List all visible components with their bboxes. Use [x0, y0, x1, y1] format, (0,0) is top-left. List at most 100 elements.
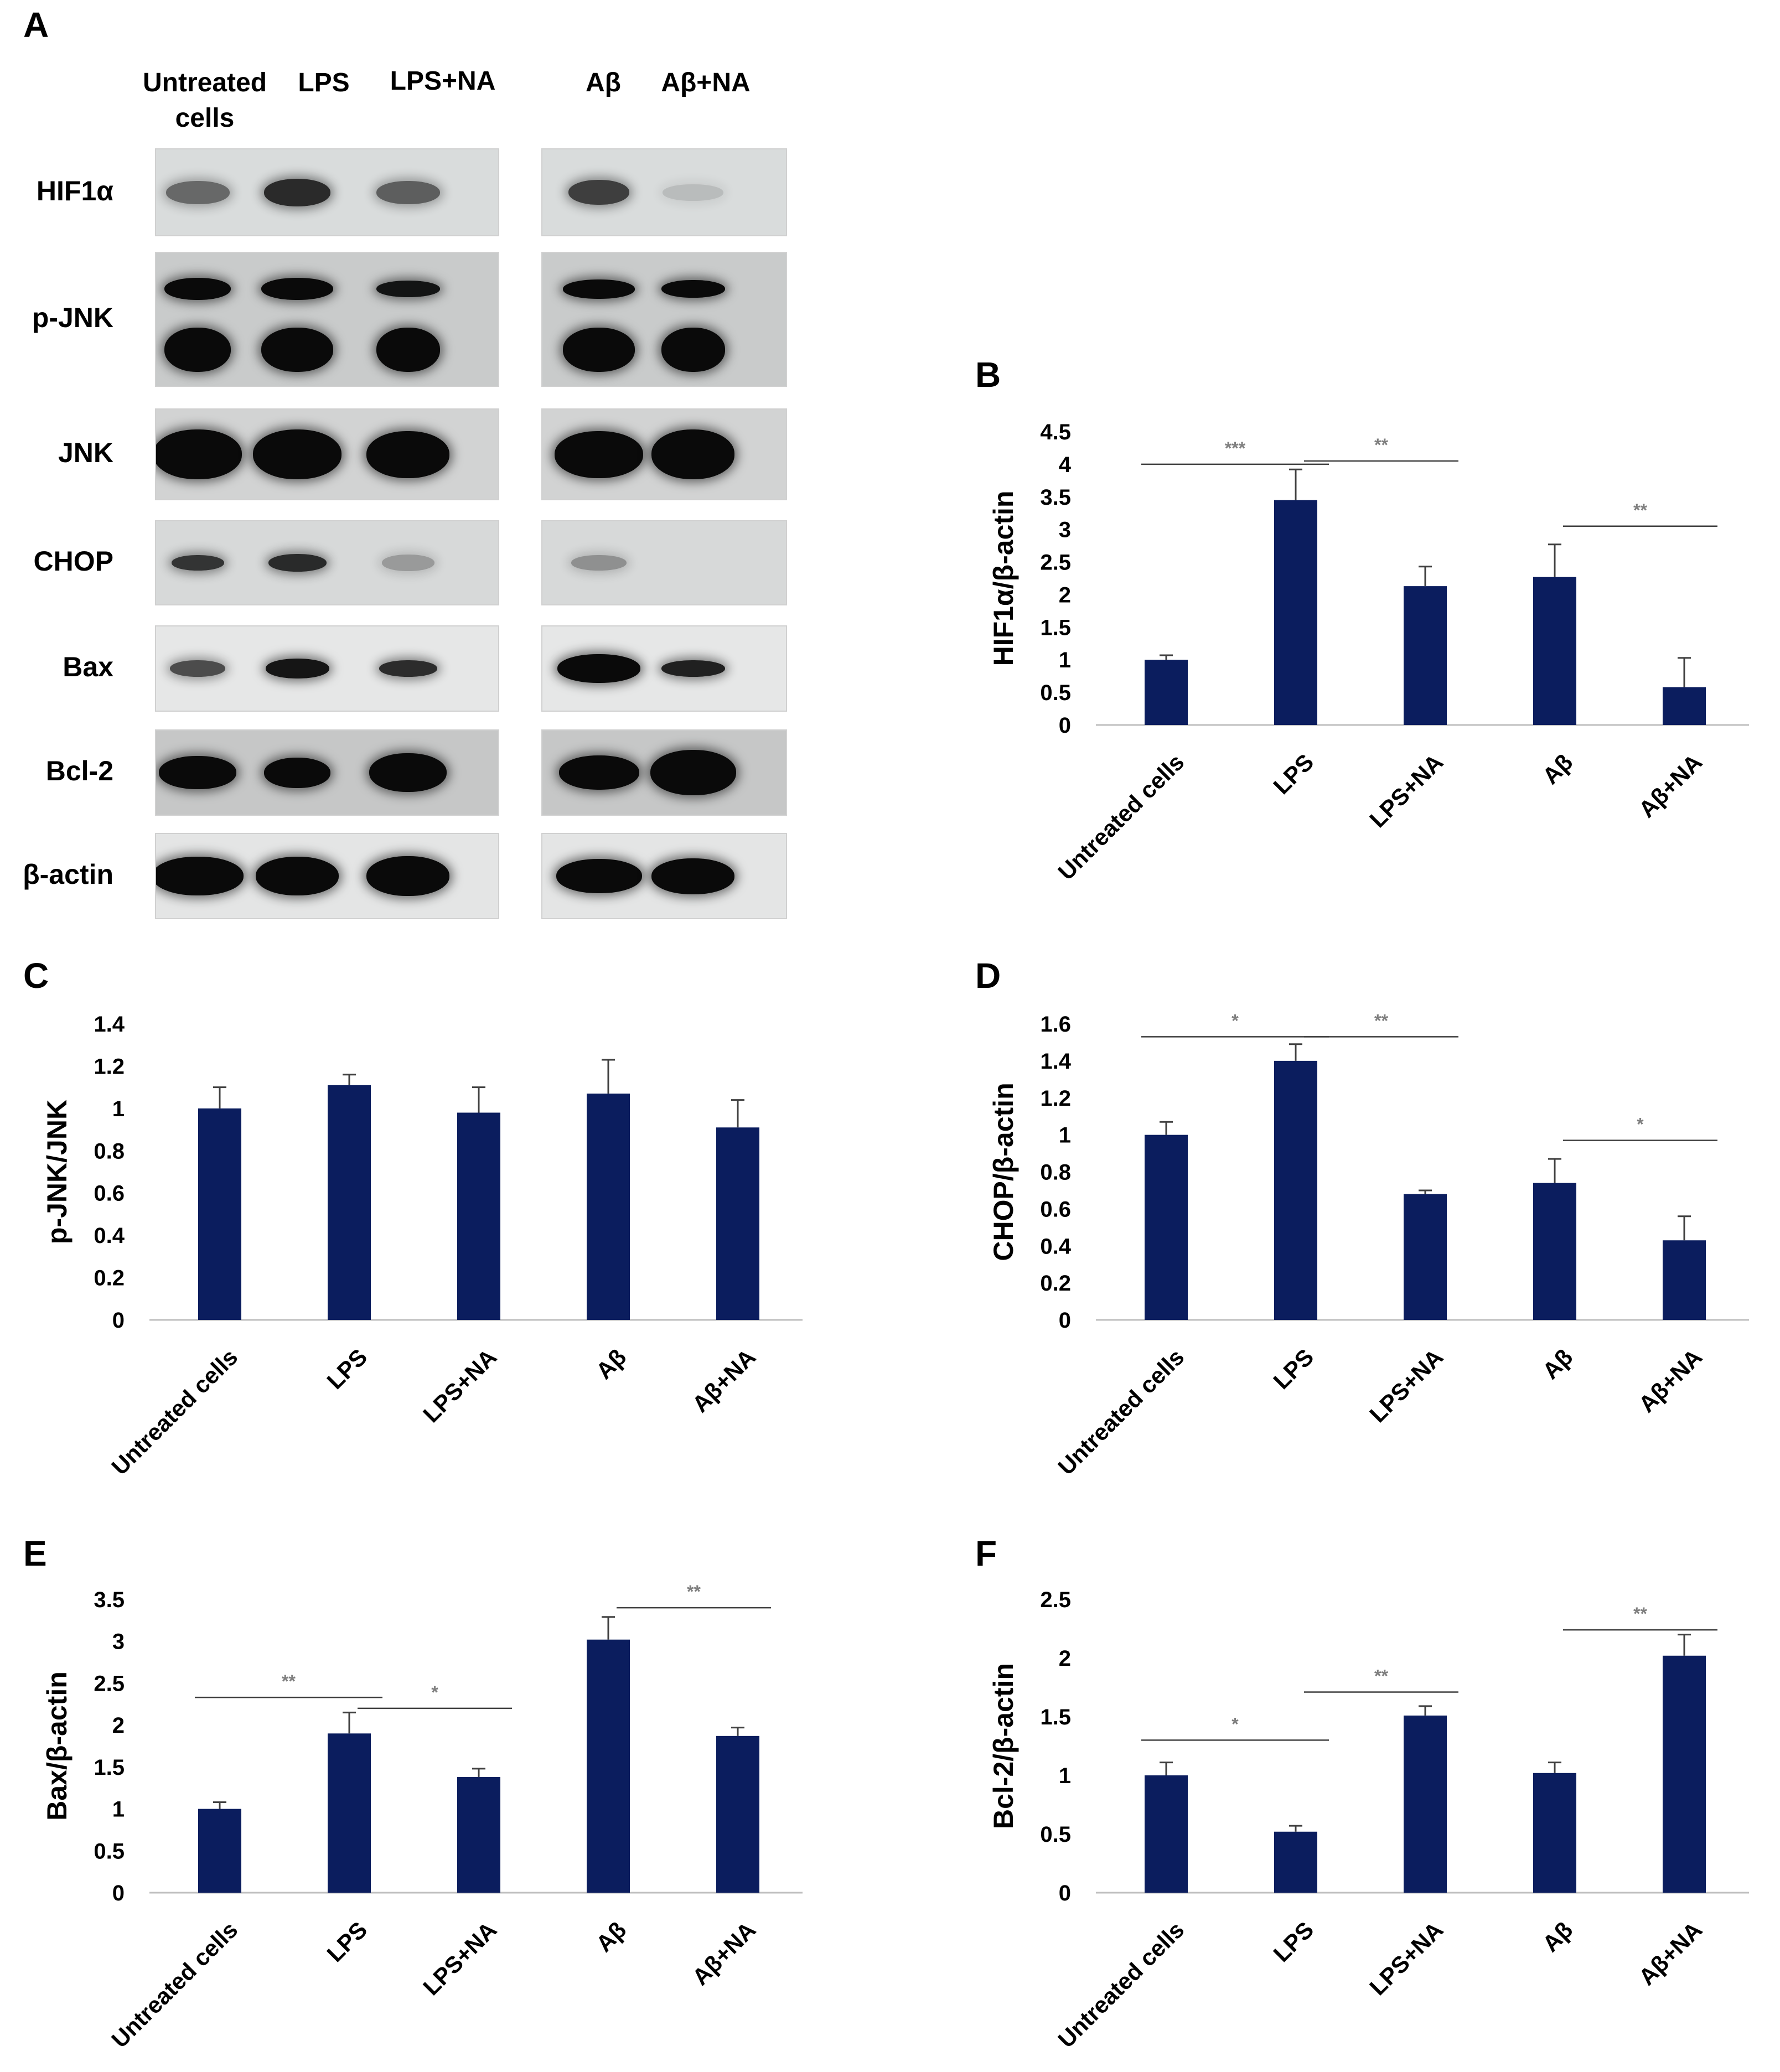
y-tick-label: 0	[1059, 1881, 1071, 1905]
protein-band	[156, 857, 244, 895]
lane-label-abeta-na: Aβ+NA	[661, 68, 751, 97]
x-tick-label: Untreated cells	[106, 1916, 242, 2053]
protein-band	[164, 278, 231, 300]
y-axis-label: CHOP/β-actin	[988, 1082, 1019, 1261]
protein-band	[366, 431, 449, 478]
y-tick-label: 1.5	[1040, 615, 1071, 640]
y-tick-label: 0.2	[1040, 1271, 1071, 1296]
significance-stars: *	[1637, 1115, 1644, 1135]
bar	[328, 1733, 371, 1893]
y-tick-label: 0.5	[94, 1839, 125, 1863]
protein-band	[261, 328, 333, 372]
y-tick-label: 1.5	[94, 1755, 125, 1780]
bar	[198, 1809, 241, 1893]
y-axis-label: p-JNK/JNK	[42, 1100, 73, 1244]
blot-row-label: HIF1α	[36, 175, 113, 206]
protein-band	[651, 858, 734, 894]
protein-band	[170, 660, 225, 677]
x-tick-label: LPS	[1268, 1344, 1318, 1394]
significance-stars: **	[1633, 500, 1647, 520]
x-tick-label: Aβ	[591, 1344, 632, 1384]
protein-band	[265, 659, 329, 678]
protein-band	[563, 279, 635, 299]
bar	[1274, 1060, 1317, 1320]
y-tick-label: 4	[1059, 453, 1072, 477]
y-tick-label: 0.6	[1040, 1197, 1071, 1221]
bar	[1145, 1135, 1188, 1320]
blot-strip-left	[155, 833, 499, 919]
protein-band	[558, 755, 639, 790]
y-tick-label: 1.5	[1040, 1705, 1071, 1729]
y-axis-label: Bcl-2/β-actin	[988, 1663, 1019, 1829]
significance-stars: *	[1231, 1011, 1239, 1030]
x-tick-label: LPS	[1268, 749, 1318, 799]
bar	[587, 1094, 630, 1320]
blot-strip-left	[155, 729, 499, 816]
y-axis-label: Bax/β-actin	[42, 1671, 73, 1820]
bar	[1145, 1775, 1188, 1893]
y-tick-label: 2.5	[94, 1671, 125, 1696]
bar	[1404, 586, 1447, 725]
x-tick-label: LPS+NA	[1364, 749, 1448, 832]
protein-band	[261, 278, 333, 300]
protein-band	[661, 328, 725, 372]
protein-band	[171, 555, 224, 571]
panel-label-a: A	[23, 5, 49, 45]
bar	[1274, 1831, 1317, 1893]
protein-band	[563, 328, 635, 372]
blot-row-label: p-JNK	[32, 302, 113, 333]
blot-strip-right	[541, 729, 787, 816]
protein-band	[369, 753, 447, 792]
bar	[716, 1127, 759, 1320]
bar	[1533, 1183, 1576, 1320]
blot-strip-right	[541, 625, 787, 712]
protein-band	[165, 180, 230, 204]
significance-stars: *	[431, 1682, 438, 1702]
protein-band	[376, 281, 440, 297]
bar	[1404, 1194, 1447, 1320]
x-tick-label: Untreated cells	[1053, 1916, 1189, 2053]
x-tick-label: Untreated cells	[106, 1344, 242, 1480]
blot-row-label: CHOP	[33, 546, 113, 577]
y-tick-label: 1.6	[1040, 1012, 1071, 1037]
x-tick-label: LPS	[322, 1344, 372, 1394]
y-tick-label: 0.4	[1040, 1234, 1071, 1258]
y-tick-label: 1	[1059, 1764, 1071, 1788]
y-tick-label: 0.6	[94, 1182, 125, 1206]
protein-band	[663, 184, 723, 201]
bar	[1274, 500, 1317, 725]
x-tick-label: LPS+NA	[418, 1916, 501, 2000]
y-tick-label: 2	[1059, 583, 1071, 607]
blot-strip-left	[155, 520, 499, 605]
y-tick-label: 4.5	[1040, 420, 1071, 444]
protein-band	[379, 660, 437, 677]
y-tick-label: 0.2	[94, 1266, 125, 1291]
blot-strip-right	[541, 833, 787, 919]
protein-band	[651, 429, 734, 479]
protein-band	[650, 750, 736, 795]
x-tick-label: LPS+NA	[418, 1344, 501, 1427]
blot-strip-right	[541, 520, 787, 605]
protein-band	[661, 280, 725, 298]
y-tick-label: 0	[1059, 713, 1071, 738]
blot-strip-left	[155, 625, 499, 712]
blot-row-label: JNK	[58, 437, 113, 468]
bar	[1533, 1773, 1576, 1893]
protein-band	[253, 429, 341, 479]
chart-f-bcl2: Bcl-2/β-actin 0 0.5 1 1.5 2 2.5 Untreated cells…	[988, 1588, 1749, 2053]
panel-label-e: E	[23, 1534, 47, 1573]
panel-label-d: D	[975, 956, 1001, 996]
y-tick-label: 0.8	[94, 1139, 125, 1163]
bar	[198, 1108, 241, 1320]
y-tick-label: 3.5	[1040, 485, 1071, 510]
lane-label-untreated: Untreated cells	[142, 68, 267, 133]
y-tick-label: 1.2	[1040, 1086, 1071, 1111]
y-tick-label: 2	[112, 1713, 125, 1738]
bar	[328, 1085, 371, 1320]
bar	[457, 1112, 500, 1320]
bar	[716, 1736, 759, 1893]
y-tick-label: 1.4	[1040, 1049, 1071, 1074]
chart-b-hif1a: HIF1α/β-actin 0 0.5 1 1.5 2 2.5 3 3.5 4 4.5 Untreat…	[988, 420, 1749, 885]
protein-band	[156, 429, 242, 479]
blot-strip-right	[541, 408, 787, 500]
